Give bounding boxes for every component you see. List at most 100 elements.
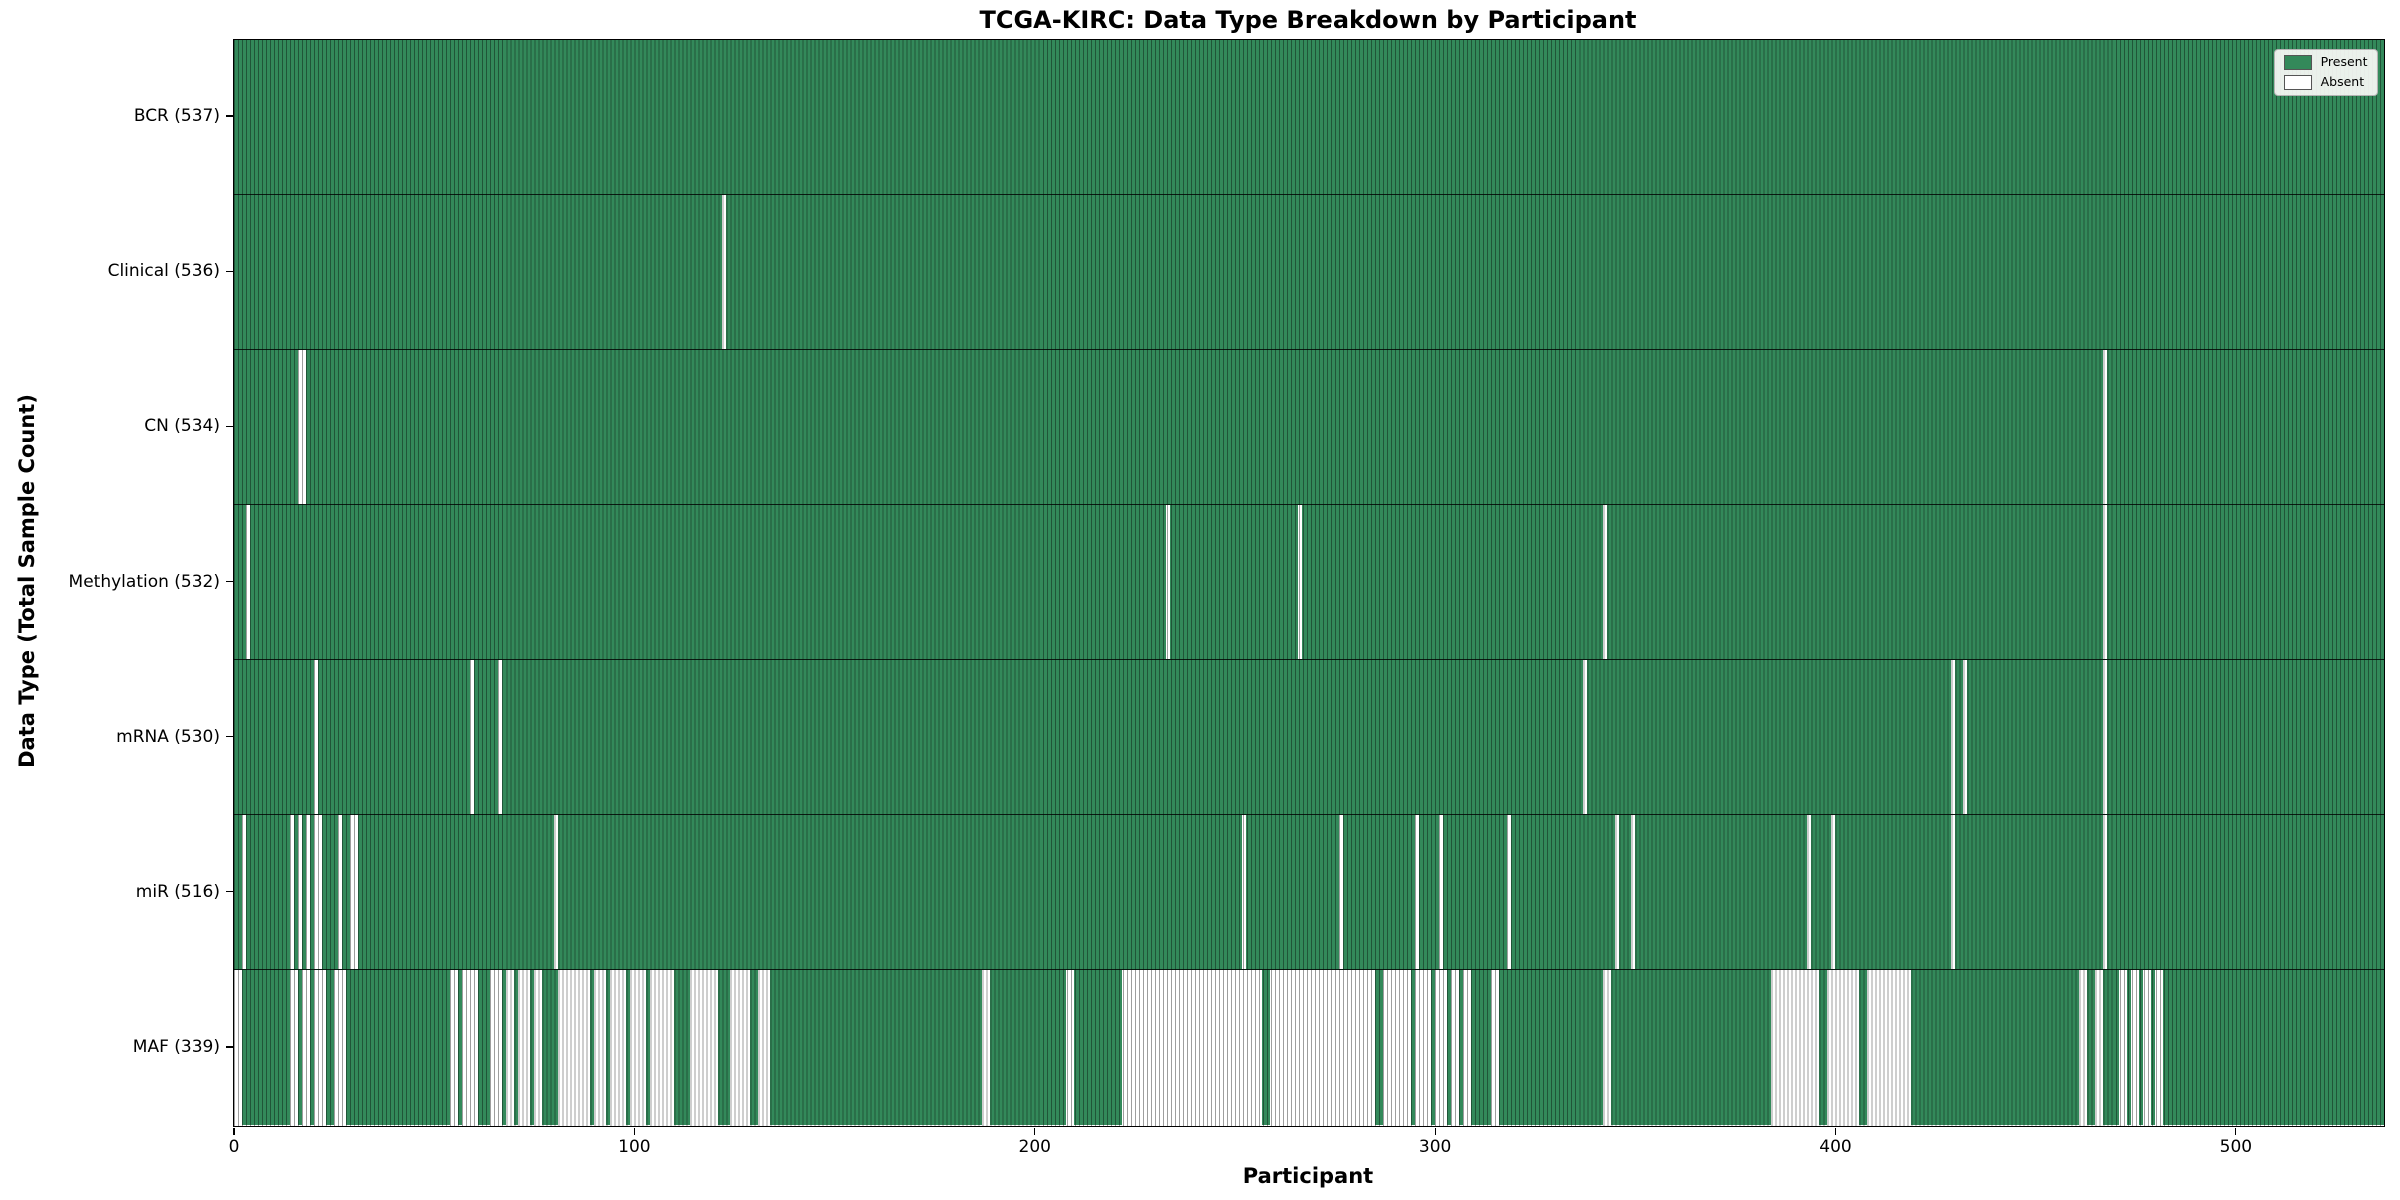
presence-row-mRNA bbox=[233, 660, 2384, 816]
absent-stripe bbox=[1951, 660, 1956, 815]
y-tickmark bbox=[225, 580, 233, 583]
x-tick-label-100: 100 bbox=[618, 1136, 651, 1157]
absent-stripe bbox=[1450, 970, 1459, 1126]
absent-stripe bbox=[489, 970, 502, 1126]
absent-stripe bbox=[1830, 815, 1835, 970]
absent-stripe bbox=[629, 970, 646, 1126]
absent-stripe bbox=[1770, 970, 1819, 1126]
absent-stripe bbox=[553, 815, 558, 970]
absent-stripe bbox=[1414, 815, 1419, 970]
absent-stripe bbox=[461, 970, 478, 1126]
absent-stripe bbox=[2079, 970, 2088, 1126]
legend-swatch-present-icon bbox=[2283, 54, 2312, 70]
absent-stripe bbox=[2143, 970, 2152, 1126]
y-tickmark bbox=[225, 1046, 233, 1048]
x-tickmark bbox=[1834, 1127, 1837, 1135]
absent-stripe bbox=[241, 815, 246, 970]
absent-stripe bbox=[689, 970, 718, 1126]
x-tickmark bbox=[1434, 1127, 1436, 1135]
x-tickmark bbox=[2235, 1127, 2237, 1135]
absent-stripe bbox=[517, 970, 530, 1126]
absent-stripe bbox=[337, 815, 342, 970]
legend-item-present: Present bbox=[2283, 53, 2368, 70]
absent-stripe bbox=[1602, 504, 1607, 660]
absent-stripe bbox=[2155, 970, 2164, 1126]
absent-stripe bbox=[1242, 815, 1247, 970]
y-tick-label-MAF: MAF (339) bbox=[132, 1036, 220, 1057]
absent-stripe bbox=[609, 970, 626, 1126]
y-tick-label-miR: miR (516) bbox=[135, 881, 220, 902]
absent-stripe bbox=[2103, 349, 2108, 504]
absent-stripe bbox=[2103, 815, 2108, 970]
absent-stripe bbox=[313, 660, 318, 815]
x-tick-label-200: 200 bbox=[1018, 1136, 1051, 1157]
absent-stripe bbox=[297, 349, 306, 504]
x-tickmark bbox=[233, 1127, 235, 1135]
presence-row-miR bbox=[233, 815, 2384, 971]
absent-stripe bbox=[757, 970, 770, 1126]
absent-stripe bbox=[729, 970, 750, 1126]
legend-item-absent: Absent bbox=[2283, 73, 2368, 90]
absent-stripe bbox=[2103, 504, 2108, 660]
absent-stripe bbox=[1867, 970, 1912, 1126]
legend: Present Absent bbox=[2273, 48, 2378, 96]
x-tick-label-400: 400 bbox=[1819, 1136, 1852, 1157]
y-tick-label-mRNA: mRNA (530) bbox=[116, 726, 220, 747]
absent-stripe bbox=[2131, 970, 2140, 1126]
y-tick-label-CN: CN (534) bbox=[144, 416, 220, 437]
absent-stripe bbox=[1630, 815, 1635, 970]
chart-title: TCGA-KIRC: Data Type Breakdown by Partic… bbox=[979, 6, 1637, 34]
x-tick-label-500: 500 bbox=[2219, 1136, 2253, 1157]
absent-stripe bbox=[505, 970, 514, 1126]
presence-row-CN bbox=[233, 349, 2384, 505]
absent-stripe bbox=[533, 970, 542, 1126]
absent-stripe bbox=[1963, 660, 1968, 815]
x-axis-title: Participant bbox=[1242, 1164, 1374, 1188]
absent-stripe bbox=[469, 660, 474, 815]
absent-stripe bbox=[313, 970, 326, 1126]
absent-stripe bbox=[245, 504, 250, 660]
legend-label-absent: Absent bbox=[2320, 73, 2365, 89]
absent-stripe bbox=[449, 970, 458, 1126]
absent-stripe bbox=[1270, 970, 1375, 1126]
absent-stripe bbox=[301, 970, 310, 1126]
absent-stripe bbox=[1338, 815, 1343, 970]
absent-stripe bbox=[1166, 504, 1171, 660]
x-tick-label-0: 0 bbox=[228, 1136, 240, 1157]
absent-stripe bbox=[1382, 970, 1411, 1126]
y-tickmark bbox=[225, 115, 233, 117]
y-tickmark bbox=[225, 891, 233, 893]
absent-stripe bbox=[313, 815, 322, 970]
y-tickmark bbox=[225, 736, 233, 738]
absent-stripe bbox=[721, 194, 726, 349]
absent-stripe bbox=[1506, 815, 1511, 970]
absent-stripe bbox=[982, 970, 991, 1126]
absent-stripe bbox=[297, 815, 302, 970]
y-tickmark bbox=[225, 425, 233, 427]
absent-stripe bbox=[1462, 970, 1471, 1126]
absent-stripe bbox=[1414, 970, 1431, 1126]
absent-stripe bbox=[649, 970, 674, 1126]
absent-stripe bbox=[1298, 504, 1303, 660]
absent-stripe bbox=[305, 815, 310, 970]
y-tick-label-Clinical: Clinical (536) bbox=[107, 261, 220, 282]
presence-row-Methylation bbox=[233, 504, 2384, 661]
presence-row-BCR bbox=[233, 39, 2384, 195]
absent-stripe bbox=[233, 970, 242, 1126]
y-tick-label-BCR: BCR (537) bbox=[133, 106, 220, 127]
absent-stripe bbox=[1602, 970, 1611, 1126]
absent-stripe bbox=[557, 970, 590, 1126]
absent-stripe bbox=[289, 970, 298, 1126]
absent-stripe bbox=[2119, 970, 2128, 1126]
absent-stripe bbox=[1122, 970, 1263, 1126]
absent-stripe bbox=[593, 970, 606, 1126]
absent-stripe bbox=[1614, 815, 1619, 970]
y-tick-label-Methylation: Methylation (532) bbox=[68, 571, 220, 592]
absent-stripe bbox=[1438, 815, 1443, 970]
absent-stripe bbox=[349, 815, 358, 970]
absent-stripe bbox=[1582, 660, 1587, 815]
presence-row-MAF bbox=[233, 970, 2384, 1126]
absent-stripe bbox=[1066, 970, 1075, 1126]
legend-label-present: Present bbox=[2320, 53, 2368, 69]
